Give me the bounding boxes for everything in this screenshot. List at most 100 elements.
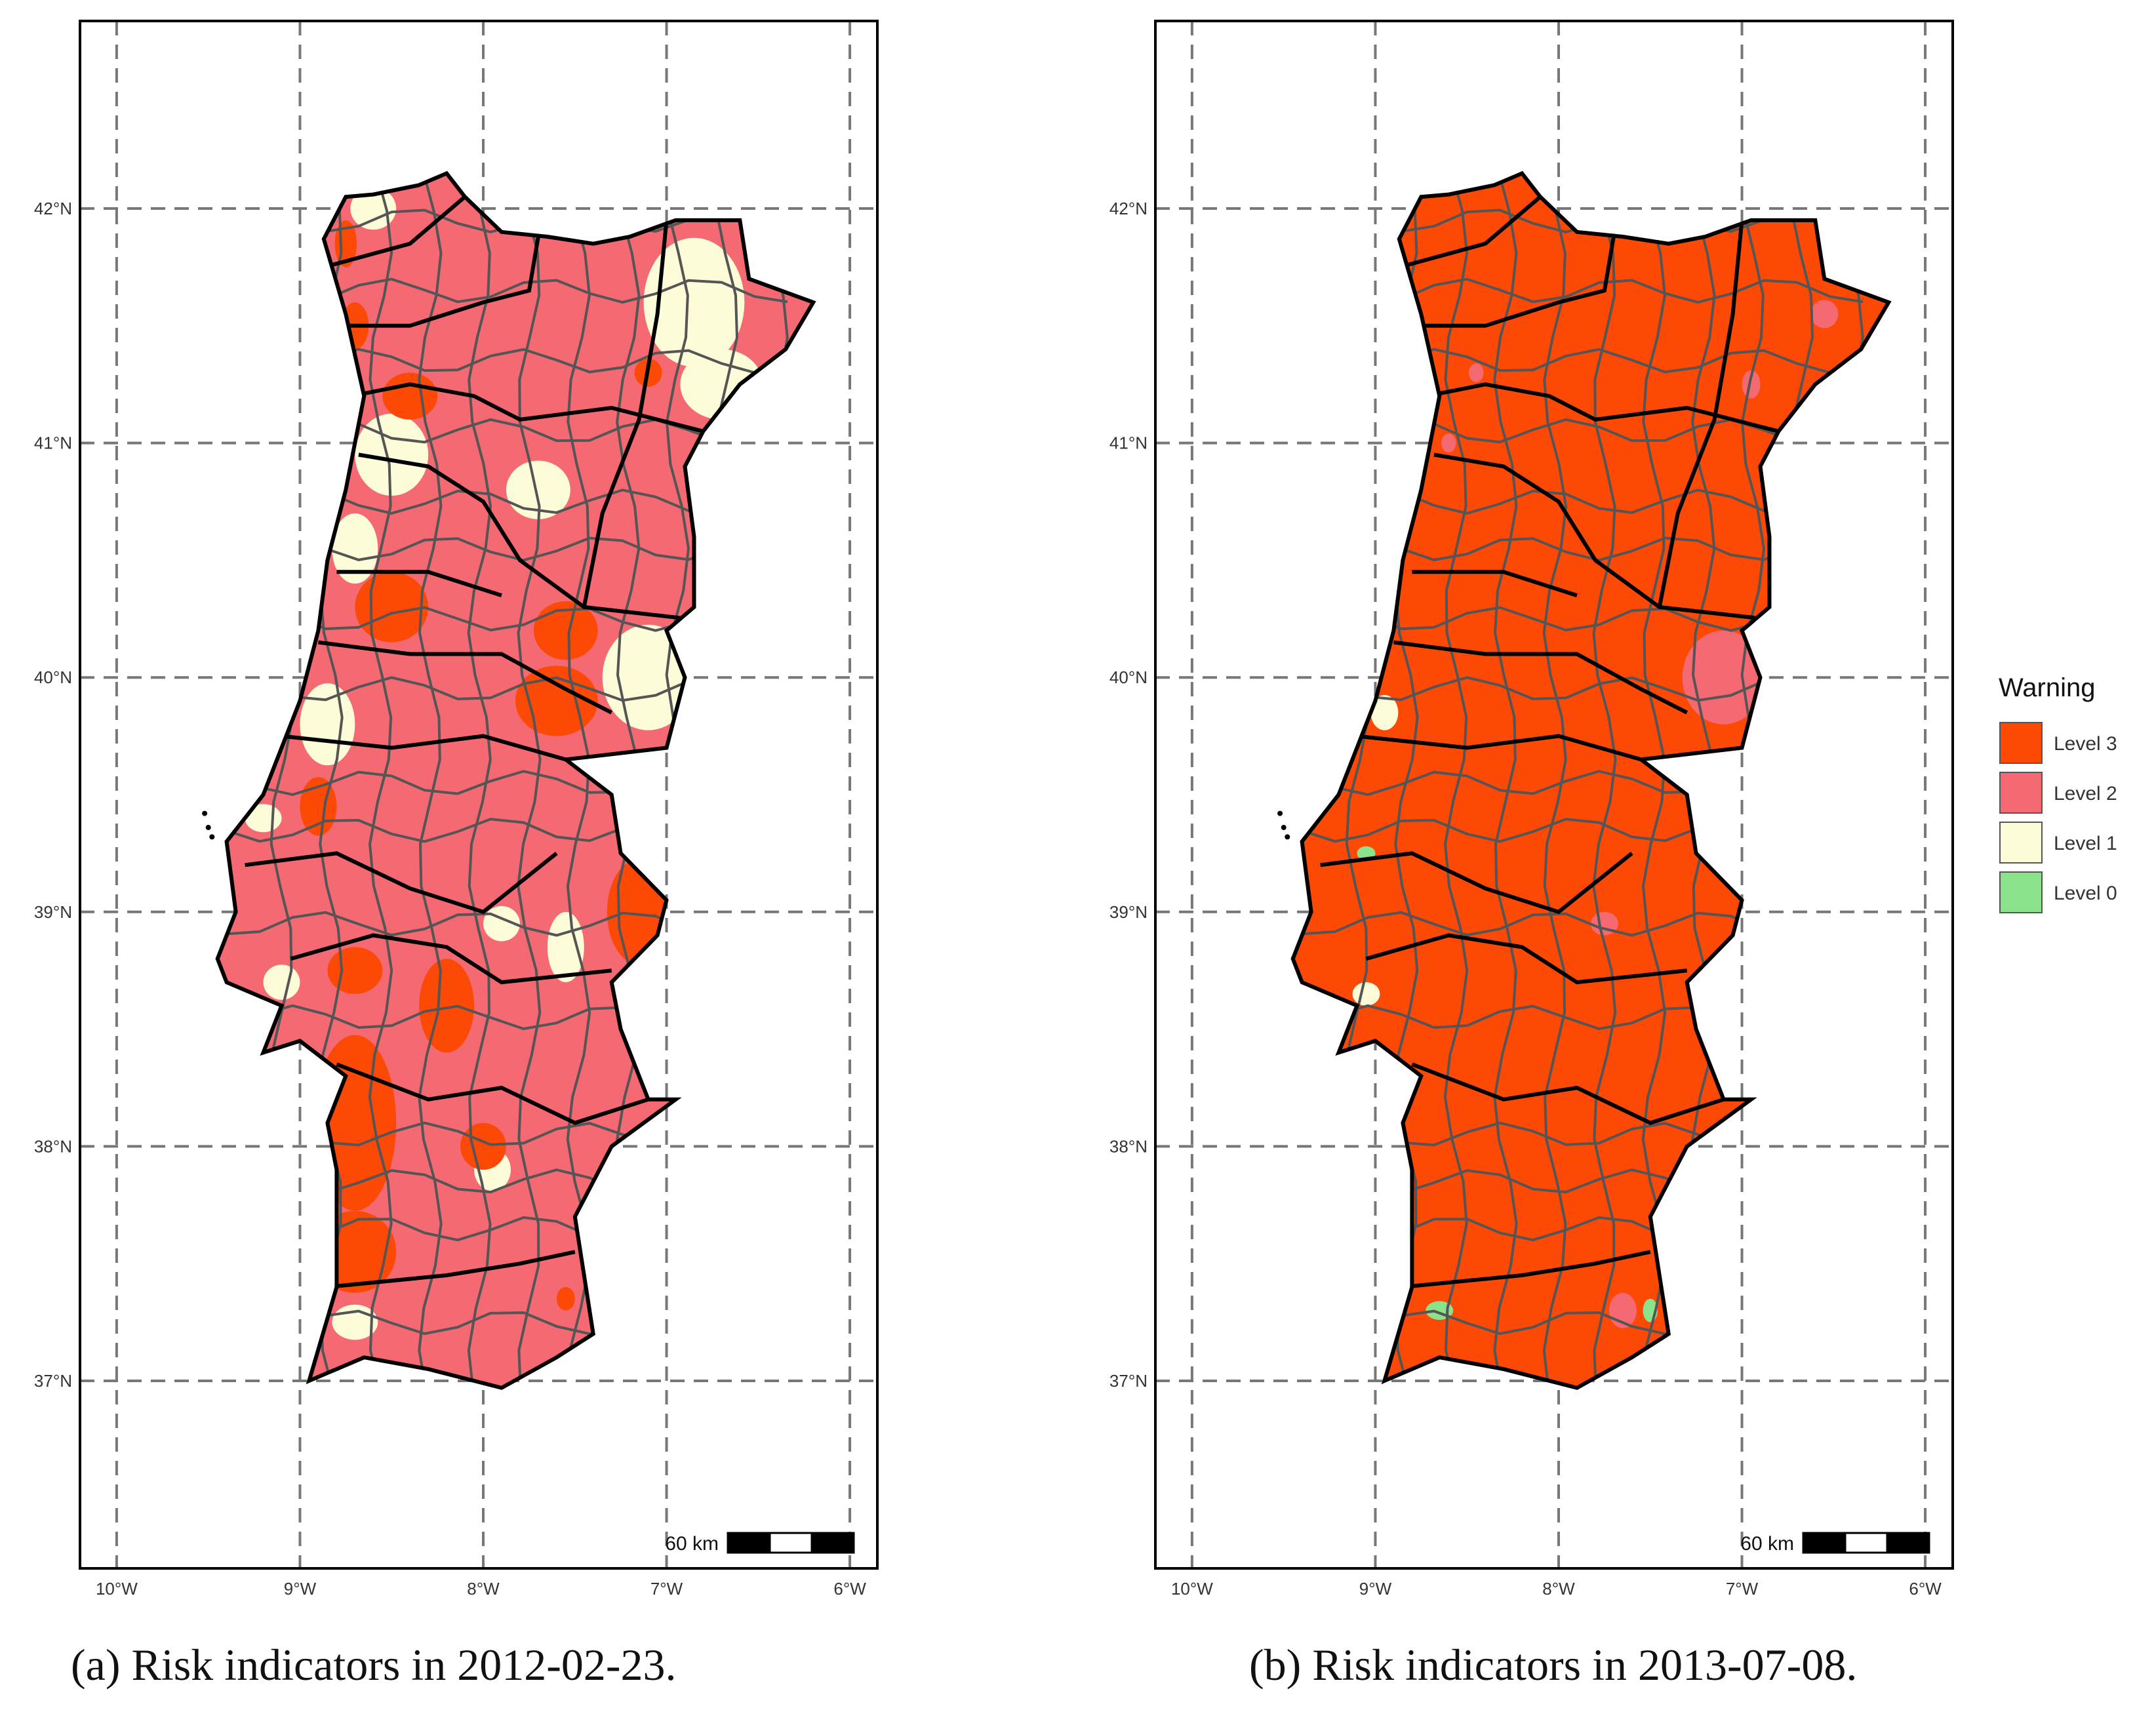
country-outline xyxy=(1290,170,1892,1390)
scale-bar-segment xyxy=(1844,1532,1888,1554)
y-tick-label: 41°N xyxy=(1109,433,1148,453)
scale-bar-segment xyxy=(1886,1532,1930,1554)
district-boundary xyxy=(351,382,704,433)
x-tick-label: 10°W xyxy=(96,1579,138,1599)
risk-area-level-1 xyxy=(355,413,429,496)
x-tick-label: 7°W xyxy=(650,1579,683,1599)
risk-area-level-1 xyxy=(506,460,570,519)
district-boundary xyxy=(245,851,558,915)
gridlines-b xyxy=(1155,21,1953,1568)
risk-area-level-2 xyxy=(1441,433,1456,452)
y-tick-label: 42°N xyxy=(34,199,72,218)
municipality-boundary xyxy=(1443,173,1469,1388)
risk-area-level-3 xyxy=(556,1286,575,1311)
municipality-boundary xyxy=(1592,173,1617,1388)
municipality-boundary xyxy=(1641,173,1667,1388)
risk-area-level-3 xyxy=(382,372,438,420)
legend-swatch xyxy=(1999,722,2043,764)
legend-swatch xyxy=(1999,871,2043,913)
scale-bar-segment xyxy=(769,1532,813,1554)
islet xyxy=(1277,810,1283,816)
risk-area-level-2 xyxy=(1469,363,1484,382)
district-boundary xyxy=(1412,236,1616,328)
district-boundary xyxy=(1412,570,1578,597)
scale-bar-a: 60 km xyxy=(665,1532,855,1555)
risk-area-level-3 xyxy=(460,1123,506,1170)
legend-swatch xyxy=(1999,772,2043,814)
district-boundary xyxy=(1357,734,1642,762)
x-tick-label: 8°W xyxy=(1542,1579,1575,1599)
district-boundary xyxy=(336,1062,649,1125)
district-boundary xyxy=(1426,382,1780,433)
islet xyxy=(209,834,215,840)
district-boundary xyxy=(327,1250,576,1289)
country-outline xyxy=(215,170,816,1390)
municipality-boundary xyxy=(368,173,393,1388)
municipality-boundary xyxy=(517,173,542,1388)
risk-area-level-1 xyxy=(332,513,378,584)
scale-bar-b: 60 km xyxy=(1740,1532,1930,1555)
x-tick-label: 6°W xyxy=(833,1579,866,1599)
risk-area-level-2 xyxy=(1742,370,1761,399)
district-boundary xyxy=(336,236,540,328)
district-boundary xyxy=(318,640,613,715)
scale-bar-segment xyxy=(810,1532,855,1554)
risk-area-level-1 xyxy=(547,911,584,983)
municipality-boundary xyxy=(1493,173,1518,1388)
x-tick-label: 7°W xyxy=(1726,1579,1759,1599)
risk-area-level-3 xyxy=(327,947,383,994)
district-boundary xyxy=(1393,640,1688,715)
risk-area-level-3 xyxy=(419,959,475,1053)
district-boundary xyxy=(1365,933,1688,985)
legend-label: Level 2 xyxy=(2054,783,2117,805)
district-boundary xyxy=(323,195,466,269)
x-tick-label: 9°W xyxy=(1359,1579,1392,1599)
district-boundary xyxy=(1399,195,1542,269)
municipality-boundary xyxy=(418,173,443,1388)
risk-area-level-3 xyxy=(533,601,598,660)
risk-area-level-1 xyxy=(350,187,397,230)
y-tick-label: 38°N xyxy=(34,1136,72,1156)
islet xyxy=(1285,834,1290,840)
islet xyxy=(205,825,211,831)
district-boundary xyxy=(1411,1062,1725,1125)
y-tick-label: 40°N xyxy=(1109,667,1148,687)
gridlines-a xyxy=(80,21,877,1568)
district-boundary xyxy=(1403,1250,1651,1289)
axis-ticks-b: 10°W 9°W 8°W 7°W 6°W 42°N 41°N 40°N 39°N 38°N 37°N xyxy=(1109,199,1942,1599)
caption-b: (b) Risk indicators in 2013-07-08. xyxy=(1249,1640,1858,1690)
map-panel-a: 10°W 9°W 8°W 7°W 6°W 42°N 41°N 40°N 39°N 38°N 37°N… xyxy=(34,20,879,1599)
legend-label: Level 1 xyxy=(2054,833,2117,854)
islet xyxy=(202,810,208,816)
y-tick-label: 41°N xyxy=(34,433,72,453)
risk-area-level-1 xyxy=(263,964,300,1000)
risk-area-level-1 xyxy=(300,683,355,766)
district-boundary xyxy=(281,734,567,762)
district-boundary xyxy=(1320,851,1633,915)
scale-bar-segment xyxy=(1802,1532,1847,1554)
x-tick-label: 8°W xyxy=(467,1579,500,1599)
portugal-map-b xyxy=(1277,170,1892,1390)
legend: Warning Level 3 Level 2 Level 1 Level 0 xyxy=(1999,673,2117,913)
y-tick-label: 37°N xyxy=(1109,1371,1148,1391)
legend-label: Level 3 xyxy=(2054,733,2117,755)
risk-area-level-1 xyxy=(602,624,694,730)
legend-label: Level 0 xyxy=(2054,883,2117,904)
risk-area-level-1 xyxy=(643,237,745,367)
district-boundary xyxy=(290,933,612,985)
district-boundary xyxy=(1657,220,1744,608)
scale-bar-label: 60 km xyxy=(1740,1533,1794,1555)
caption-a: (a) Risk indicators in 2012-02-23. xyxy=(71,1640,677,1690)
y-tick-label: 40°N xyxy=(34,667,72,687)
risk-area-level-1 xyxy=(1370,695,1399,730)
district-boundary xyxy=(582,220,669,608)
risk-area-level-2 xyxy=(1810,300,1839,328)
y-tick-label: 42°N xyxy=(1109,199,1148,218)
plot-frame-b xyxy=(1154,20,1954,1570)
district-boundary xyxy=(1433,452,1765,621)
risk-area-level-1 xyxy=(1352,982,1380,1006)
x-tick-label: 10°W xyxy=(1171,1579,1213,1599)
x-tick-label: 6°W xyxy=(1909,1579,1942,1599)
district-boundary xyxy=(358,452,689,621)
x-tick-label: 9°W xyxy=(284,1579,317,1599)
